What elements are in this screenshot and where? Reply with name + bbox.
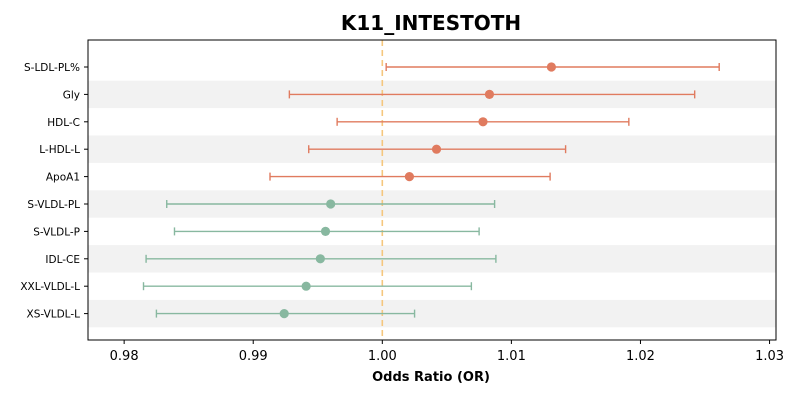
point-estimate (315, 254, 325, 264)
y-tick-label: HDL-C (47, 117, 80, 129)
forest-row (308, 144, 567, 154)
y-tick-label: S-VLDL-P (33, 226, 80, 238)
point-estimate (326, 199, 336, 209)
x-tick-label: 1.02 (626, 349, 655, 364)
point-estimate (484, 89, 495, 99)
point-estimate (404, 172, 415, 182)
forest-row (173, 226, 480, 236)
forest-row (288, 89, 696, 99)
forest-row (385, 62, 720, 72)
data-rows (142, 62, 720, 319)
y-tick-label: IDL-CE (45, 254, 80, 266)
forest-row (155, 309, 416, 319)
plot-frame (87, 39, 777, 341)
y-tick-label: XXL-VLDL-L (20, 281, 80, 293)
y-tick-label: S-VLDL-PL (27, 199, 80, 211)
y-tick-label: S-LDL-PL% (24, 62, 80, 74)
x-tick-label: 0.98 (110, 349, 139, 364)
point-estimate (546, 62, 556, 72)
forest-row (142, 281, 473, 291)
x-tick-label: 1.01 (497, 349, 526, 364)
x-axis: 0.98 0.99 1.00 1.01 1.02 1.03 (110, 340, 784, 364)
x-tick-label: 0.99 (239, 349, 268, 364)
y-tick-label: Gly (63, 89, 80, 101)
x-tick-label: 1.00 (368, 349, 397, 364)
point-estimate (320, 226, 331, 236)
y-tick-label: L-HDL-L (39, 144, 80, 156)
x-tick-label: 1.03 (755, 349, 784, 364)
chart-title: K11_INTESTOTH (341, 11, 521, 35)
forest-row (166, 199, 496, 209)
y-tick-label: XS-VLDL-L (27, 309, 81, 321)
forest-row (336, 117, 630, 127)
forest-row (269, 172, 551, 182)
point-estimate (301, 281, 311, 291)
y-axis-labels: S-LDL-PL% Gly HDL-C L-HDL-L ApoA1 S-VLDL-PL S-… (20, 62, 88, 321)
point-estimate (431, 144, 442, 154)
y-tick-label: ApoA1 (46, 172, 80, 184)
point-estimate (279, 309, 289, 319)
forest-row (145, 254, 497, 264)
point-estimate (478, 117, 488, 127)
x-axis-title: Odds Ratio (OR) (372, 370, 490, 385)
